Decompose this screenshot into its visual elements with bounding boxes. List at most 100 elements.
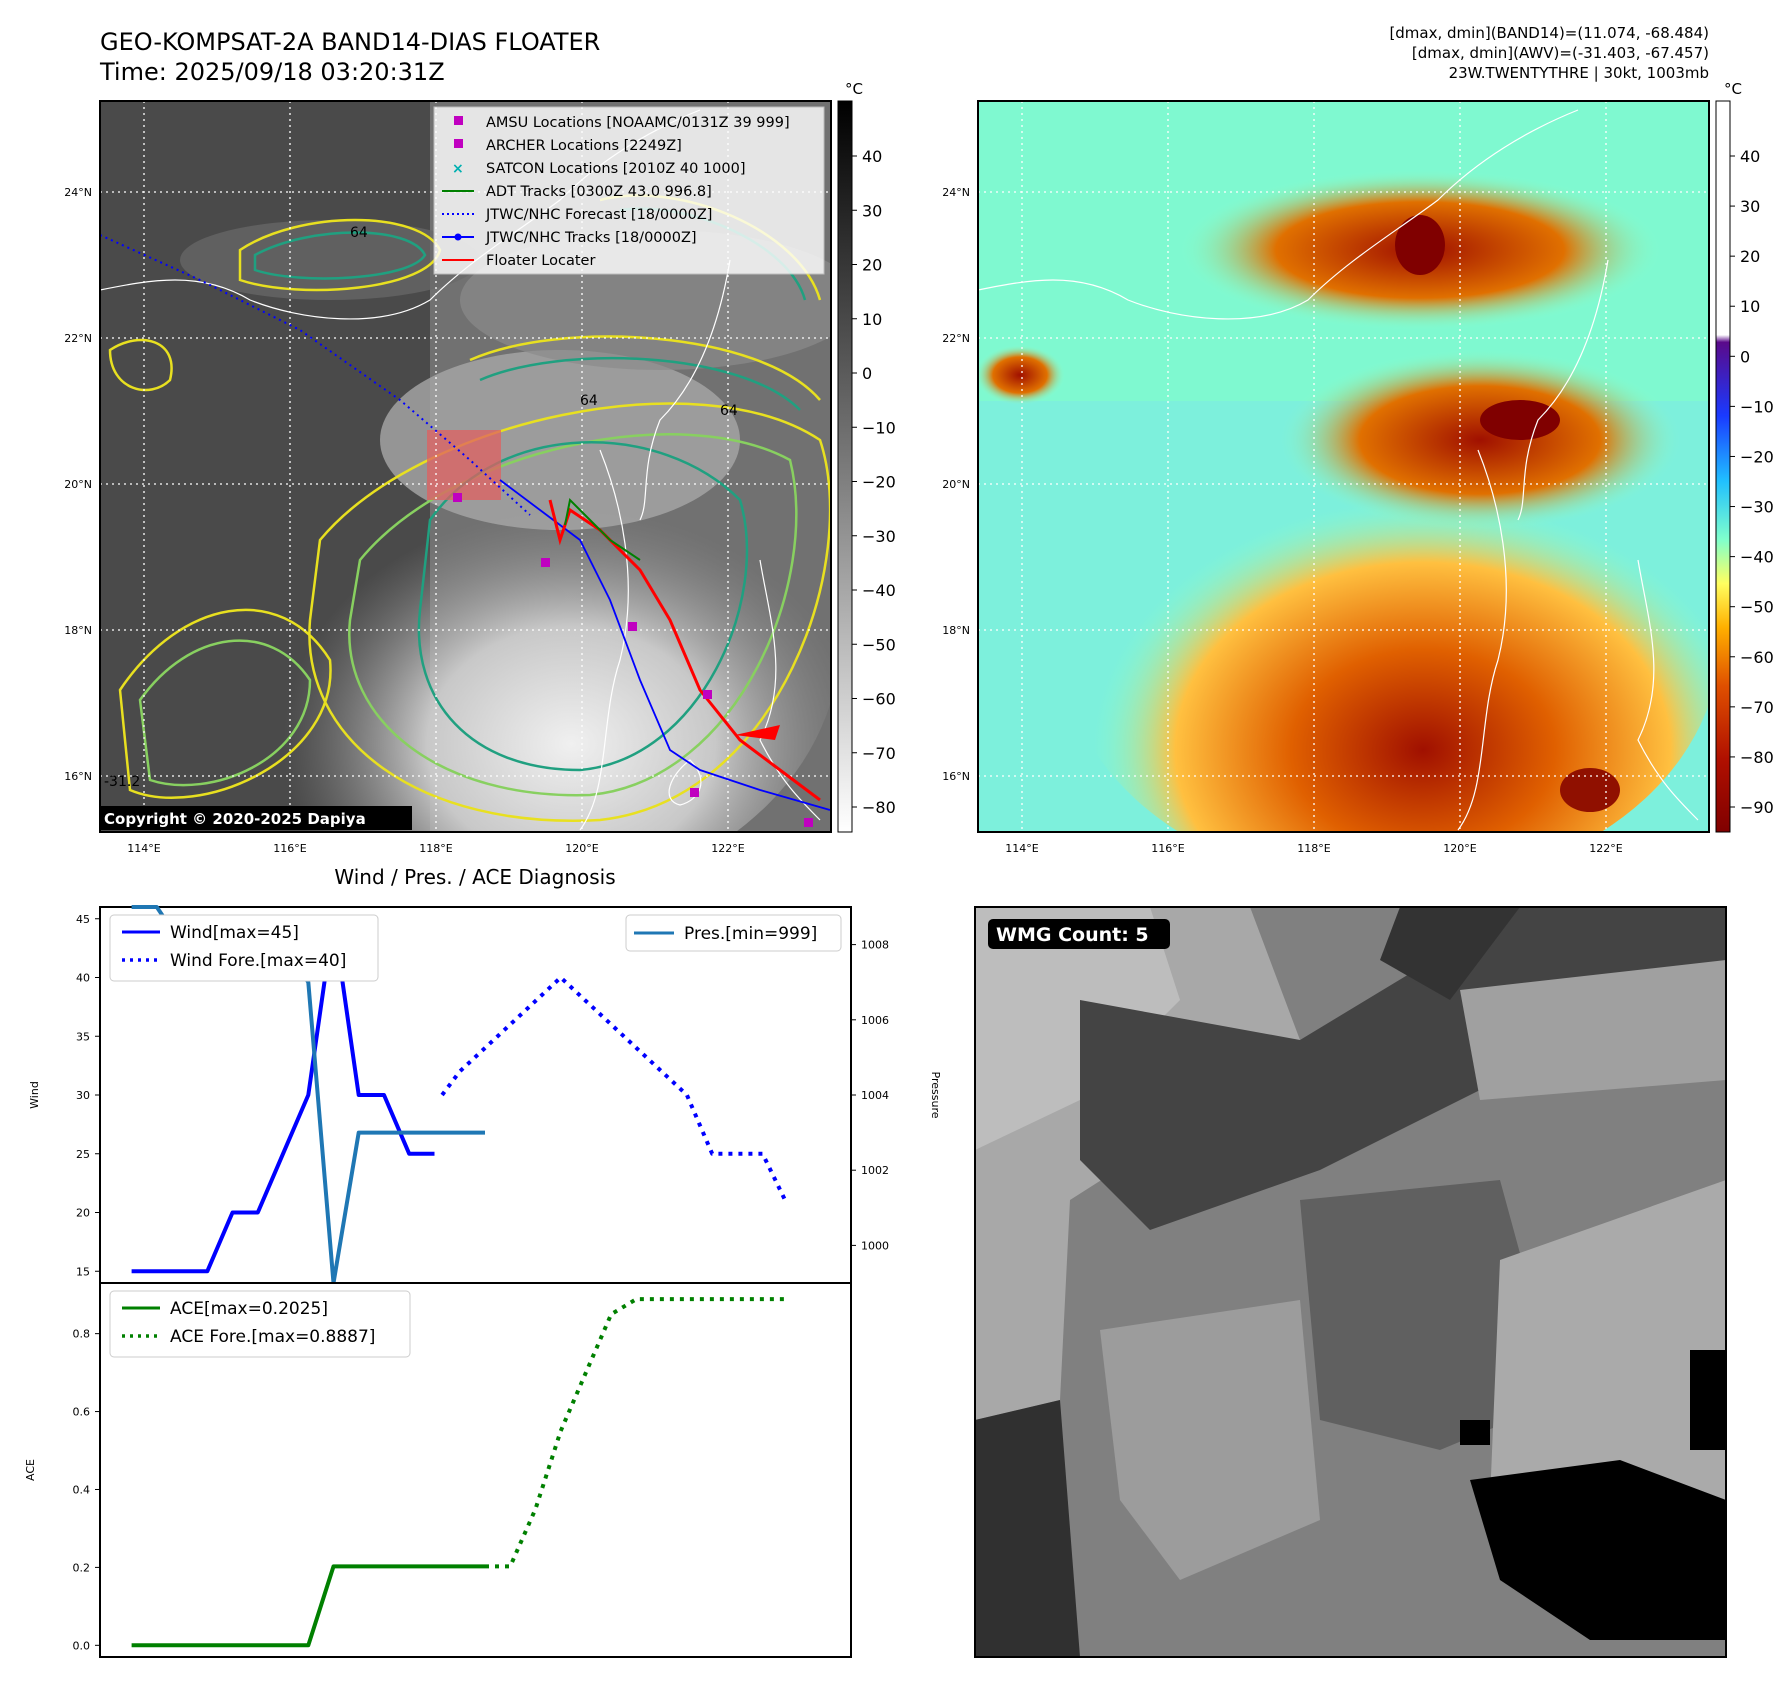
copyright-text: Copyright © 2020-2025 Dapiya [104,810,366,828]
colorbar-tick-label: −20 [1740,447,1774,466]
colorbar-tick-label: −70 [1740,698,1774,717]
colorbar-tick-label: 30 [862,201,882,220]
wmg-cold-region [1470,1460,1726,1640]
wv-gridlines [978,101,1709,832]
floater-box [427,430,501,500]
y-tick-label: 0.2 [73,1561,91,1574]
colorbar-tick-label: −70 [862,744,896,763]
colorbar-tick-label: 20 [862,256,882,275]
legend-ace-forecast: ACE Fore.[max=0.8887] [170,1327,375,1347]
y-tick-label: 30 [76,1089,90,1102]
lon-tick-label: 122°E [711,842,744,855]
contour-label: 64 [350,225,368,241]
y-tick-label: 0.6 [73,1406,91,1419]
figure-time: Time: 2025/09/18 03:20:31Z [99,58,445,86]
series-line [131,916,435,1274]
y-tick-label: 40 [76,972,90,985]
y-tick-label: 20 [76,1207,90,1220]
ir-frame [99,100,832,833]
info-band14: [dmax, dmin](BAND14)=(11.074, -68.484) [1389,24,1709,42]
legend-label: ADT Tracks [0300Z 43.0 996.8] [486,184,712,200]
colorbar-tick-label: −10 [862,418,896,437]
adt-track [564,497,641,561]
colorbar-tick-label: 10 [1740,297,1760,316]
wv-colorbar-unit: °C [1724,80,1742,98]
info-awv: [dmax, dmin](AWV)=(-31.403, -67.457) [1412,44,1709,62]
legend-marker-square [454,116,463,125]
colorbar-tick-label: −60 [1740,648,1774,667]
lat-tick-label: 22°N [942,332,970,345]
ir-legend: AMSU Locations [NOAAMC/0131Z 39 999] ARCH… [433,106,825,275]
colorbar-tick-label: −20 [862,473,896,492]
colorbar-tick-label: −30 [862,527,896,546]
colorbar-tick-label: 0 [1740,347,1750,366]
colorbar-tick-label: 10 [862,310,882,329]
ace-chart: ACE 0.8 0.6 0.4 0.2 0.0 ACE[max=0.2025] ACE … [24,1282,852,1658]
info-storm: 23W.TWENTYTHRE | 30kt, 1003mb [1449,64,1709,82]
colorbar-tick-label: −50 [862,635,896,654]
lat-tick-label: 24°N [942,186,970,199]
lon-tick-label: 120°E [1443,842,1476,855]
colorbar-tick-label: −90 [1740,798,1774,817]
lat-tick-label: 16°N [942,770,970,783]
ir-storm-tracks [100,234,831,827]
wind-pressure-chart: Wind Pressure 45 40 35 30 25 20 15 1008 1006 1004… [28,905,942,1285]
lon-tick-label: 122°E [1589,842,1622,855]
legend-wind-forecast: Wind Fore.[max=40] [170,951,346,971]
wmg-frame [974,906,1727,1658]
lon-tick-label: 114°E [127,842,160,855]
pressure-axis-label: Pressure [929,1072,942,1119]
wv-coastline [978,109,1699,831]
colorbar-tick-label: −30 [1740,498,1774,517]
ir-colorbar: °C 40 30 20 10 0 −10 −20 −30 −40 −50 −60 −70 −80 [837,80,896,833]
lat-tick-label: 20°N [64,478,92,491]
y-tick-label: 0.0 [73,1639,91,1652]
wind-legend: Wind[max=45] Wind Fore.[max=40] Pres.[mi… [109,914,842,982]
map-tick-labels: 24°N 22°N 20°N 18°N 16°N 114°E 116°E 118°E 120°E… [64,186,1623,855]
colorbar-tick-label: 20 [1740,247,1760,266]
colorbar-tick-label: 40 [1740,147,1760,166]
y-tick-label: 0.8 [73,1328,91,1341]
colorbar-tick-label: −80 [1740,748,1774,767]
wmg-badge-box [988,919,1170,949]
legend-ace: ACE[max=0.2025] [170,1299,328,1319]
lon-tick-label: 120°E [565,842,598,855]
lat-tick-label: 18°N [942,624,970,637]
colorbar-tick-label: −80 [862,798,896,817]
colorbar-tick-label: −40 [1740,548,1774,567]
y-tick-label: 0.4 [73,1483,91,1496]
legend-label: JTWC/NHC Tracks [18/0000Z] [485,230,697,246]
colorbar-tick-label: −60 [862,690,896,709]
legend-label: Floater Locater [486,253,595,269]
series-line [131,1564,485,1648]
legend-marker-dot [454,233,462,241]
lon-tick-label: 116°E [1151,842,1184,855]
series-line [440,975,788,1202]
contour-label: 64 [580,393,598,409]
legend-label: ARCHER Locations [2249Z] [486,138,682,154]
lon-tick-label: 118°E [419,842,452,855]
lat-tick-label: 18°N [64,624,92,637]
lon-tick-label: 116°E [273,842,306,855]
contour-label: 64 [720,403,738,419]
legend-marker-x: × [452,161,464,177]
jtwc-best-track [499,479,831,811]
contour-label: -31.2 [104,774,140,790]
wind-axis-label: Wind [28,1081,41,1109]
wv-colorbar: °C 40 30 20 10 0 −10 −20 −30 −40 −50 −60 −70 −80 −90 [1715,80,1774,833]
lat-tick-label: 20°N [942,478,970,491]
y-tick-label: 35 [76,1030,90,1043]
legend-label: JTWC/NHC Forecast [18/0000Z] [485,207,712,223]
colorbar-tick-label: 30 [1740,197,1760,216]
ace-legend: ACE[max=0.2025] ACE Fore.[max=0.8887] [109,1290,411,1358]
colorbar-tick-label: −50 [1740,598,1774,617]
colorbar-tick-label: 40 [862,147,882,166]
y2-tick-label: 1004 [861,1089,889,1102]
figure-title: GEO-KOMPSAT-2A BAND14-DIAS FLOATER [100,28,600,56]
colorbar-tick-label: −40 [862,581,896,600]
y2-tick-label: 1002 [861,1164,889,1177]
diagnosis-title: Wind / Pres. / ACE Diagnosis [334,865,615,889]
lat-tick-label: 24°N [64,186,92,199]
wv-map-panel [977,100,1710,833]
